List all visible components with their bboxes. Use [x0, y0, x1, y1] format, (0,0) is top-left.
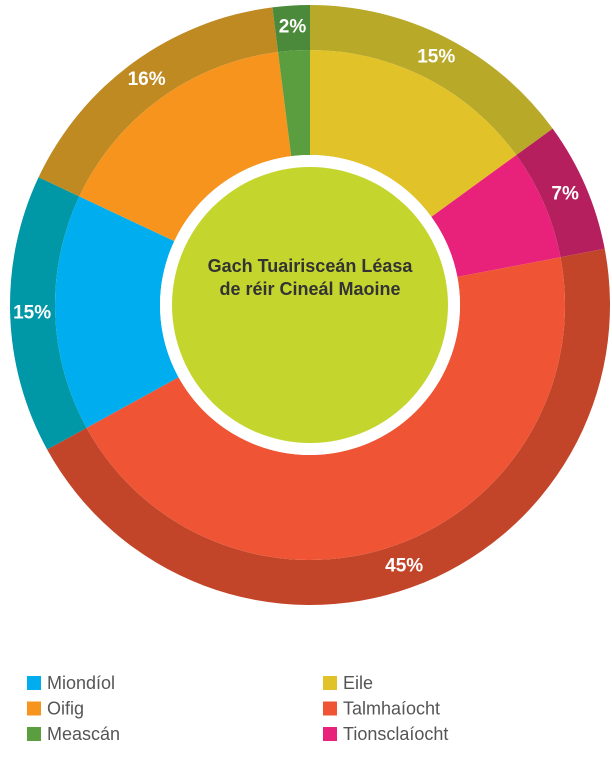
legend-swatch	[27, 701, 41, 716]
slice	[278, 50, 310, 157]
chart-title: Gach Tuairisceán Léasa de réir Cineál Ma…	[207, 256, 413, 299]
legend-label: Miondíol	[47, 673, 115, 693]
slice	[310, 50, 517, 217]
value-label: 16%	[128, 69, 166, 90]
slice-outer	[9, 177, 87, 450]
slice	[86, 257, 566, 561]
value-label: 15%	[417, 46, 455, 67]
slice-outer	[38, 7, 279, 197]
value-label: 7%	[551, 184, 579, 205]
legend-swatch	[27, 727, 41, 741]
value-label: 2%	[279, 17, 307, 38]
legend-label: Eile	[343, 673, 373, 693]
slice-outer	[310, 5, 553, 156]
legend-label: Talmhaíocht	[343, 698, 440, 718]
slice	[431, 155, 561, 277]
slice	[55, 196, 179, 428]
legend-label: Oifig	[47, 698, 84, 718]
value-label: 15%	[13, 303, 51, 324]
slice-outer	[516, 128, 605, 258]
legend-swatch	[323, 676, 337, 690]
legend-swatch	[27, 676, 41, 690]
slice	[79, 52, 292, 242]
legend-label: Tionsclaíocht	[343, 724, 448, 744]
slice-outer	[272, 5, 310, 53]
legend-swatch	[323, 727, 337, 741]
slice-outer	[47, 248, 611, 605]
value-label: 45%	[385, 556, 423, 577]
center	[172, 167, 448, 443]
legend-label: Meascán	[47, 724, 120, 744]
legend-swatch	[323, 701, 337, 716]
